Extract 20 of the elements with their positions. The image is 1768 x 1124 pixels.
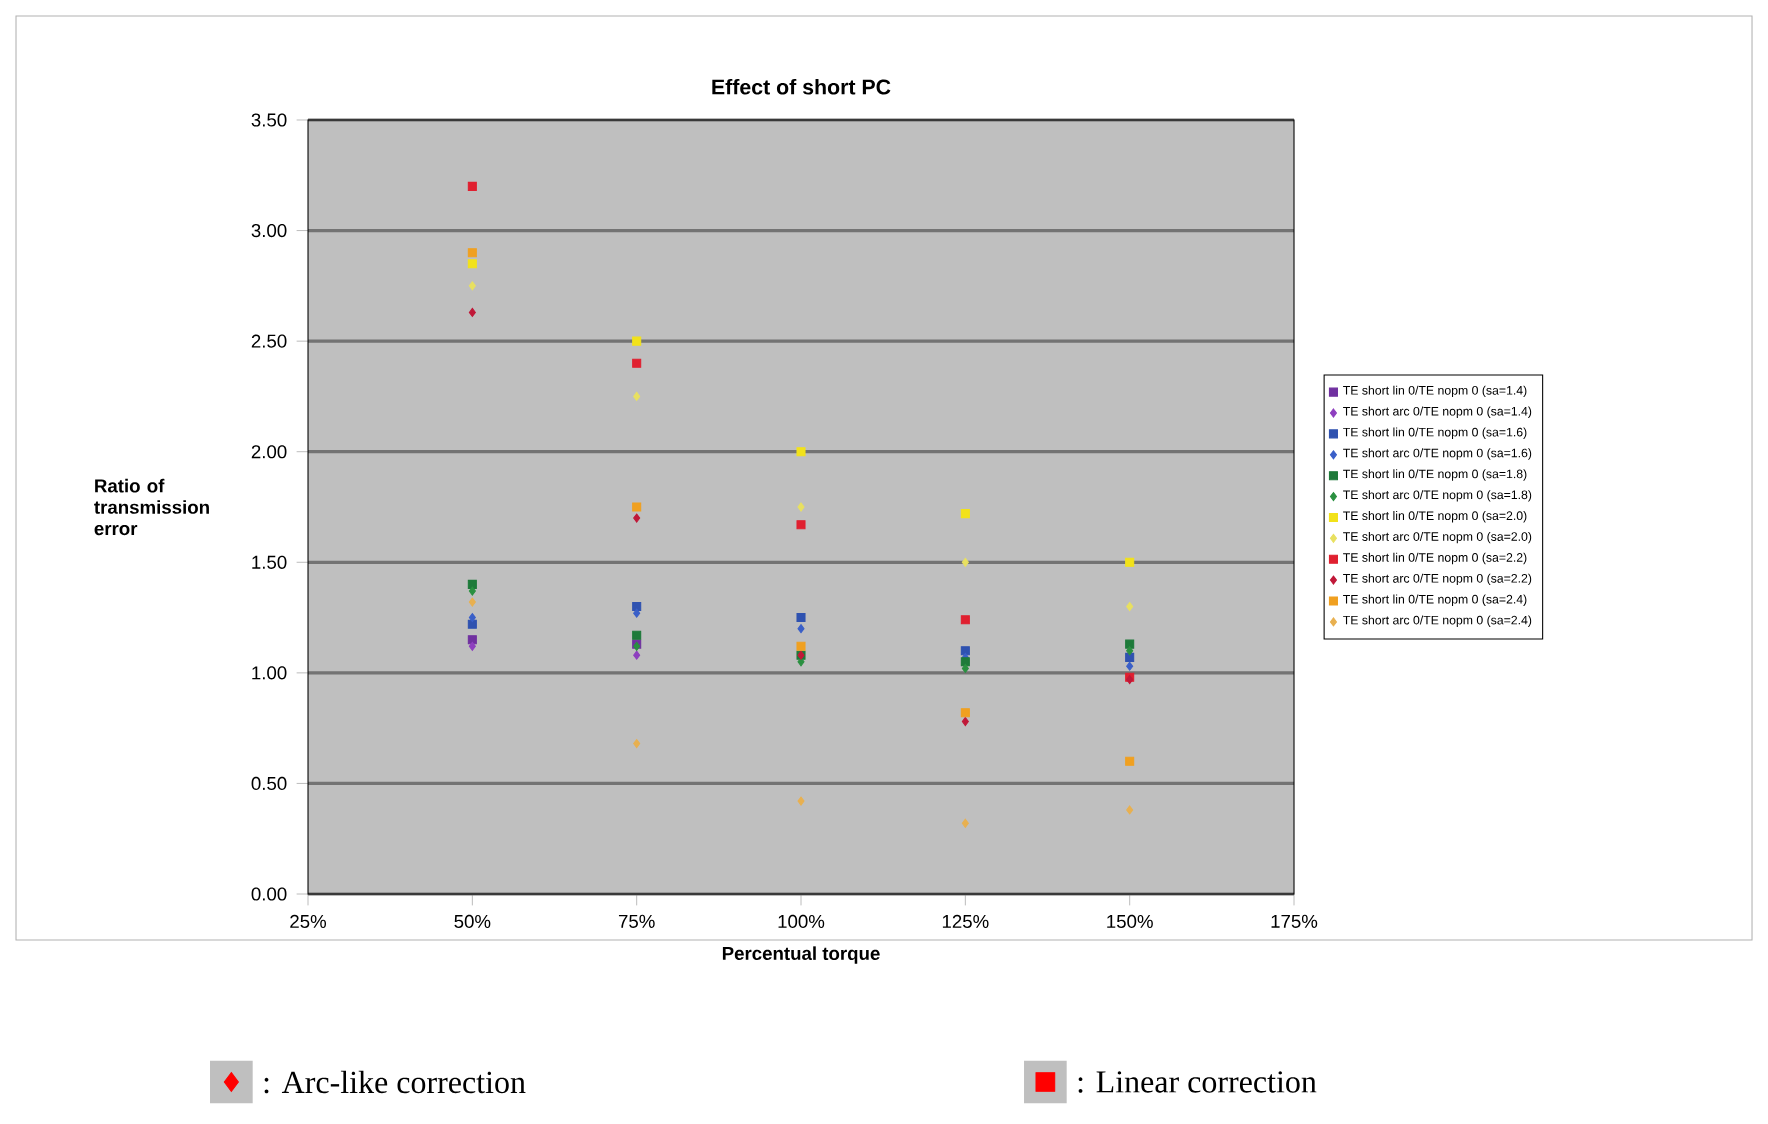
x-tick-label: 125%: [942, 914, 989, 928]
y-tick-label: 0.50: [251, 776, 287, 791]
x-tick-label: 150%: [1107, 914, 1153, 928]
x-tick-label: 175%: [1271, 914, 1318, 928]
y-tick-label: 3.00: [251, 223, 287, 238]
y-tick-label: 2.50: [251, 334, 287, 348]
x-tick-label: 25%: [290, 914, 327, 928]
y-axis-title: Ratio of transmission error: [94, 478, 209, 536]
chart-title: Effect of short PC: [712, 78, 891, 95]
x-axis-title: Percentual torque: [722, 946, 880, 964]
y-tick-label: 3.50: [251, 113, 287, 127]
y-tick-label: 1.50: [252, 555, 287, 569]
y-tick-label: 2.00: [251, 445, 287, 459]
text: : Linear correction: [1078, 1071, 1317, 1093]
y-tick-label: 1.00: [252, 666, 287, 680]
y-tick-label: 0.00: [251, 887, 287, 901]
x-tick-label: 100%: [778, 914, 825, 928]
text: : Arc-like correction: [264, 1070, 526, 1094]
x-tick-label: 75%: [618, 914, 655, 928]
x-tick-label: 50%: [454, 914, 491, 928]
